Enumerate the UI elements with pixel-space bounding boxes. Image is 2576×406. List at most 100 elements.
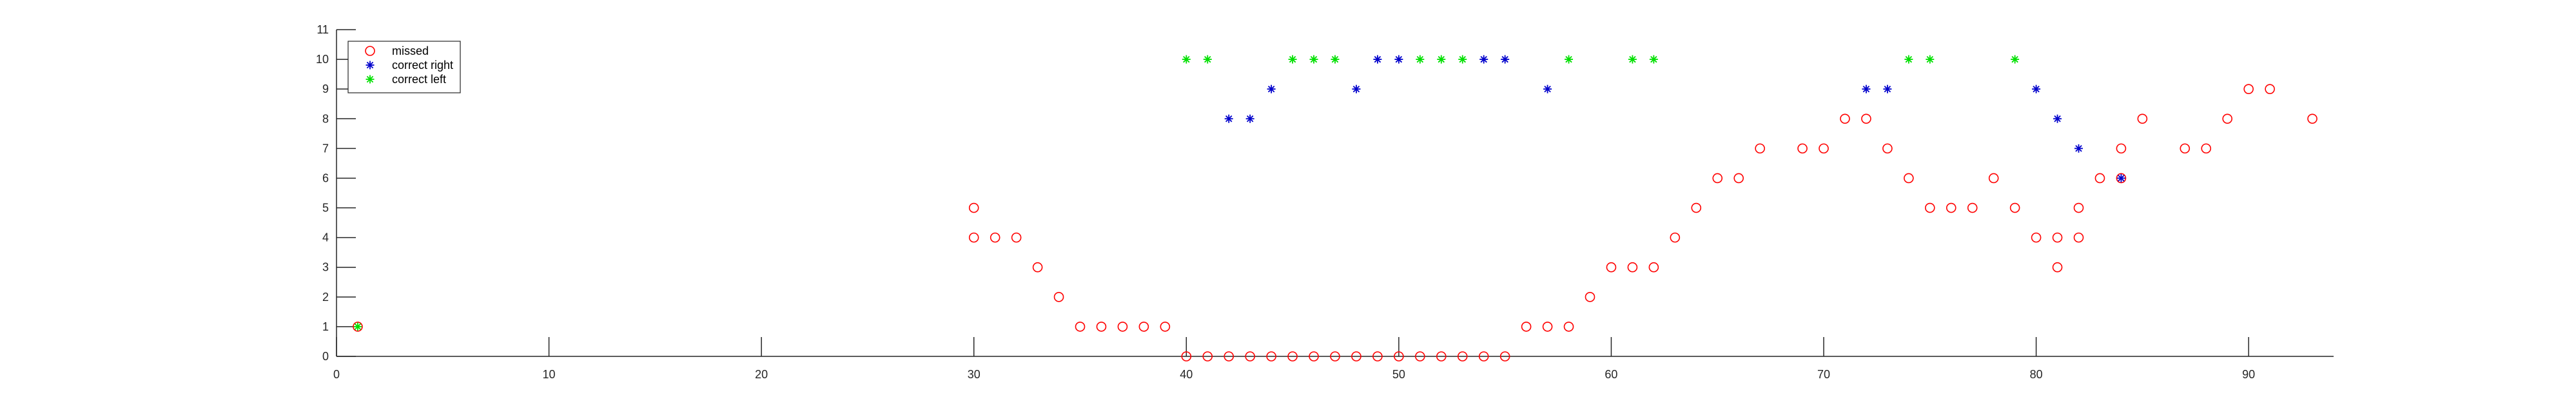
missed-point <box>1032 262 1043 273</box>
missed-point <box>968 202 979 213</box>
missed-point <box>1436 351 1447 362</box>
missed-point <box>1415 351 1425 362</box>
y-tick-label: 7 <box>322 142 329 155</box>
x-tick-label: 80 <box>2030 368 2043 381</box>
correct-right-point <box>2053 114 2062 123</box>
correct-right-point <box>2074 144 2083 153</box>
missed-point <box>1266 351 1276 362</box>
legend-box <box>347 41 461 93</box>
y-tick-label: 10 <box>316 53 329 66</box>
correct-right-point <box>1543 84 1552 93</box>
data-marks <box>353 55 2317 362</box>
missed-point <box>2222 113 2233 124</box>
missed-point <box>1224 351 1234 362</box>
missed-point <box>1563 322 1574 332</box>
correct-right-point <box>1245 114 1254 123</box>
y-tick-label: 11 <box>317 23 329 36</box>
missed-point <box>1797 143 1808 154</box>
correct-left-point <box>353 322 362 331</box>
missed-point <box>1053 292 1064 302</box>
axes: 0 10 20 30 40 50 60 70 80 90 0 1 2 3 4 5 6 7 8 9 10 11 <box>316 23 2334 381</box>
missed-point <box>1861 113 1871 124</box>
y-tick-label: 0 <box>322 350 329 363</box>
legend-missed-label: missed <box>392 44 429 57</box>
missed-point <box>1096 322 1107 332</box>
missed-point <box>2116 143 2127 154</box>
missed-point <box>1946 202 1956 213</box>
missed-point <box>1925 202 1935 213</box>
missed-point <box>1819 143 1829 154</box>
missed-point <box>1691 202 1702 213</box>
missed-point <box>2052 262 2063 273</box>
legend-correct-left-label: correct left <box>392 73 446 86</box>
y-tick-label: 9 <box>322 82 329 95</box>
correct-left-point <box>1203 55 1212 64</box>
correct-right-point <box>1267 84 1276 93</box>
missed-point <box>1181 351 1192 362</box>
y-tick-label: 6 <box>322 171 329 184</box>
missed-point <box>2031 232 2042 243</box>
missed-point <box>1011 232 1022 243</box>
missed-point <box>1840 113 1850 124</box>
x-tick-label: 90 <box>2242 368 2255 381</box>
legend-missed-marker <box>365 46 375 56</box>
y-tick-label: 8 <box>322 112 329 125</box>
missed-point <box>1967 202 1978 213</box>
missed-point <box>1882 143 1893 154</box>
missed-point <box>1670 232 1681 243</box>
y-tick-label: 4 <box>322 231 329 244</box>
missed-point <box>1138 322 1149 332</box>
missed-point <box>1712 173 1723 184</box>
correct-right-point <box>1883 84 1892 93</box>
missed-point <box>1733 173 1744 184</box>
y-tick-label: 3 <box>322 261 329 274</box>
legend-correct-right-marker <box>366 61 375 70</box>
correct-left-point <box>1904 55 1913 64</box>
missed-point <box>1117 322 1128 332</box>
y-tick-label: 1 <box>322 320 329 333</box>
correct-right-point <box>1862 84 1871 93</box>
missed-point <box>1351 351 1361 362</box>
missed-point <box>2094 173 2105 184</box>
missed-point <box>2180 143 2191 154</box>
legend-correct-left-marker <box>366 75 375 84</box>
missed-point <box>1478 351 1489 362</box>
correct-right-point <box>2032 84 2041 93</box>
x-tick-label: 30 <box>968 368 981 381</box>
missed-point <box>2116 173 2127 184</box>
y-tick-label: 5 <box>322 202 329 215</box>
x-tick-label: 70 <box>1817 368 1830 381</box>
missed-point <box>1755 143 1765 154</box>
correct-right-point <box>1352 84 1361 93</box>
correct-left-point <box>1288 55 1297 64</box>
correct-left-point <box>1565 55 1574 64</box>
missed-point <box>1648 262 1659 273</box>
missed-point <box>990 232 1000 243</box>
x-tick-label: 50 <box>1392 368 1405 381</box>
correct-right-point <box>1394 55 1403 64</box>
missed-point <box>1160 322 1171 332</box>
missed-point <box>1542 322 1553 332</box>
missed-point <box>1627 262 1638 273</box>
x-tick-label: 20 <box>755 368 768 381</box>
missed-point <box>2073 232 2084 243</box>
missed-point <box>2009 202 2020 213</box>
missed-point <box>1309 351 1319 362</box>
x-tick-label: 40 <box>1180 368 1193 381</box>
missed-point <box>1499 351 1510 362</box>
correct-left-point <box>1331 55 1340 64</box>
missed-point <box>1585 292 1595 302</box>
missed-point <box>1457 351 1468 362</box>
correct-right-point <box>1479 55 1488 64</box>
x-tick-label: 60 <box>1605 368 1617 381</box>
correct-left-point <box>1628 55 1637 64</box>
missed-point <box>1075 322 1086 332</box>
correct-left-point <box>1926 55 1935 64</box>
x-tick-label: 0 <box>333 368 340 381</box>
missed-point <box>2307 113 2317 124</box>
correct-left-point <box>2011 55 2020 64</box>
missed-point <box>1904 173 1914 184</box>
